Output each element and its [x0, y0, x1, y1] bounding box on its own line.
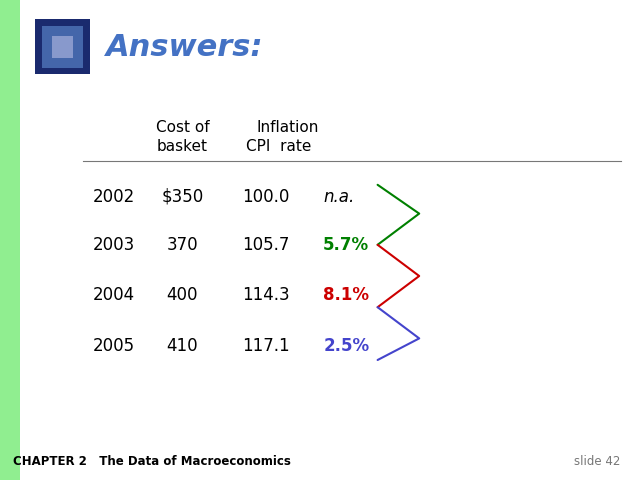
Text: $350: $350: [161, 188, 204, 206]
Text: 114.3: 114.3: [242, 286, 289, 304]
Text: 105.7: 105.7: [242, 236, 289, 254]
Text: 8.1%: 8.1%: [323, 286, 369, 304]
Text: 400: 400: [166, 286, 198, 304]
Text: 2005: 2005: [93, 336, 135, 355]
Text: CPI  rate: CPI rate: [246, 139, 311, 154]
Bar: [42, 26, 83, 68]
Text: n.a.: n.a.: [323, 188, 355, 206]
Bar: [52, 36, 73, 58]
Text: basket: basket: [157, 139, 208, 154]
Text: Answers:: Answers:: [106, 34, 263, 62]
Text: 117.1: 117.1: [242, 336, 289, 355]
Text: 410: 410: [166, 336, 198, 355]
Text: 2004: 2004: [93, 286, 135, 304]
Text: slide 42: slide 42: [575, 455, 621, 468]
Text: CHAPTER 2   The Data of Macroeconomics: CHAPTER 2 The Data of Macroeconomics: [13, 455, 291, 468]
Text: 370: 370: [166, 236, 198, 254]
Text: Cost of: Cost of: [156, 120, 209, 135]
Text: 2.5%: 2.5%: [323, 336, 369, 355]
Text: 100.0: 100.0: [242, 188, 289, 206]
Text: 2003: 2003: [93, 236, 135, 254]
Text: Inflation: Inflation: [257, 120, 319, 135]
Text: 5.7%: 5.7%: [323, 236, 369, 254]
Bar: [35, 19, 90, 74]
Text: 2002: 2002: [93, 188, 135, 206]
